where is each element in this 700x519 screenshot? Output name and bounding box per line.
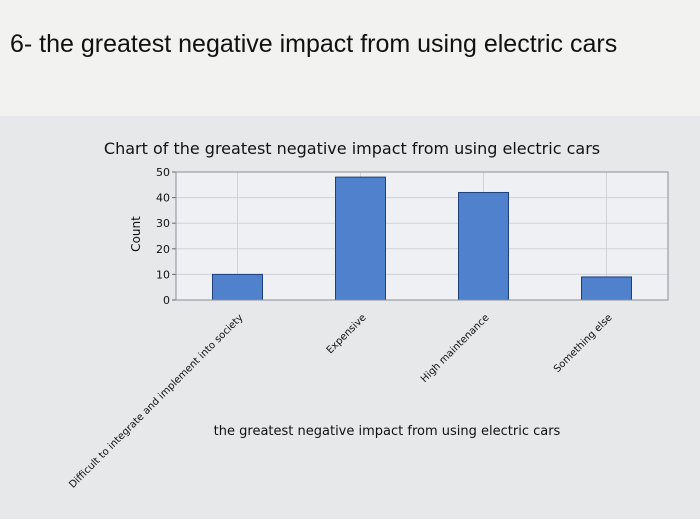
x-tick-label: Difficult to integrate and implement int… <box>67 312 245 490</box>
bar <box>581 276 632 301</box>
y-axis-label: Count <box>129 216 143 252</box>
x-tick-label: Something else <box>552 312 615 375</box>
y-tick-label: 20 <box>156 243 170 256</box>
y-tick-label: 40 <box>156 192 170 205</box>
chart-title: Chart of the greatest negative impact fr… <box>104 139 600 158</box>
plot-area: 0 10 20 30 40 50 Difficult to integrate and im… <box>67 166 669 491</box>
question-heading: 6- the greatest negative impact from usi… <box>10 30 618 58</box>
chart-panel: Chart of the greatest negative impact fr… <box>0 116 700 519</box>
bar <box>335 176 386 301</box>
bar <box>458 191 509 301</box>
y-tick-label: 50 <box>156 166 170 179</box>
y-tick-label: 30 <box>156 217 170 230</box>
x-tick-label: Expensive <box>325 312 369 356</box>
y-tick-label: 10 <box>156 268 170 281</box>
bar <box>212 273 263 301</box>
bar-chart: Chart of the greatest negative impact fr… <box>67 139 669 491</box>
y-tick-label: 0 <box>163 294 170 307</box>
plot-frame <box>175 171 669 301</box>
x-tick-label: High maintenance <box>419 312 492 385</box>
x-axis-label: the greatest negative impact from using … <box>214 424 561 439</box>
